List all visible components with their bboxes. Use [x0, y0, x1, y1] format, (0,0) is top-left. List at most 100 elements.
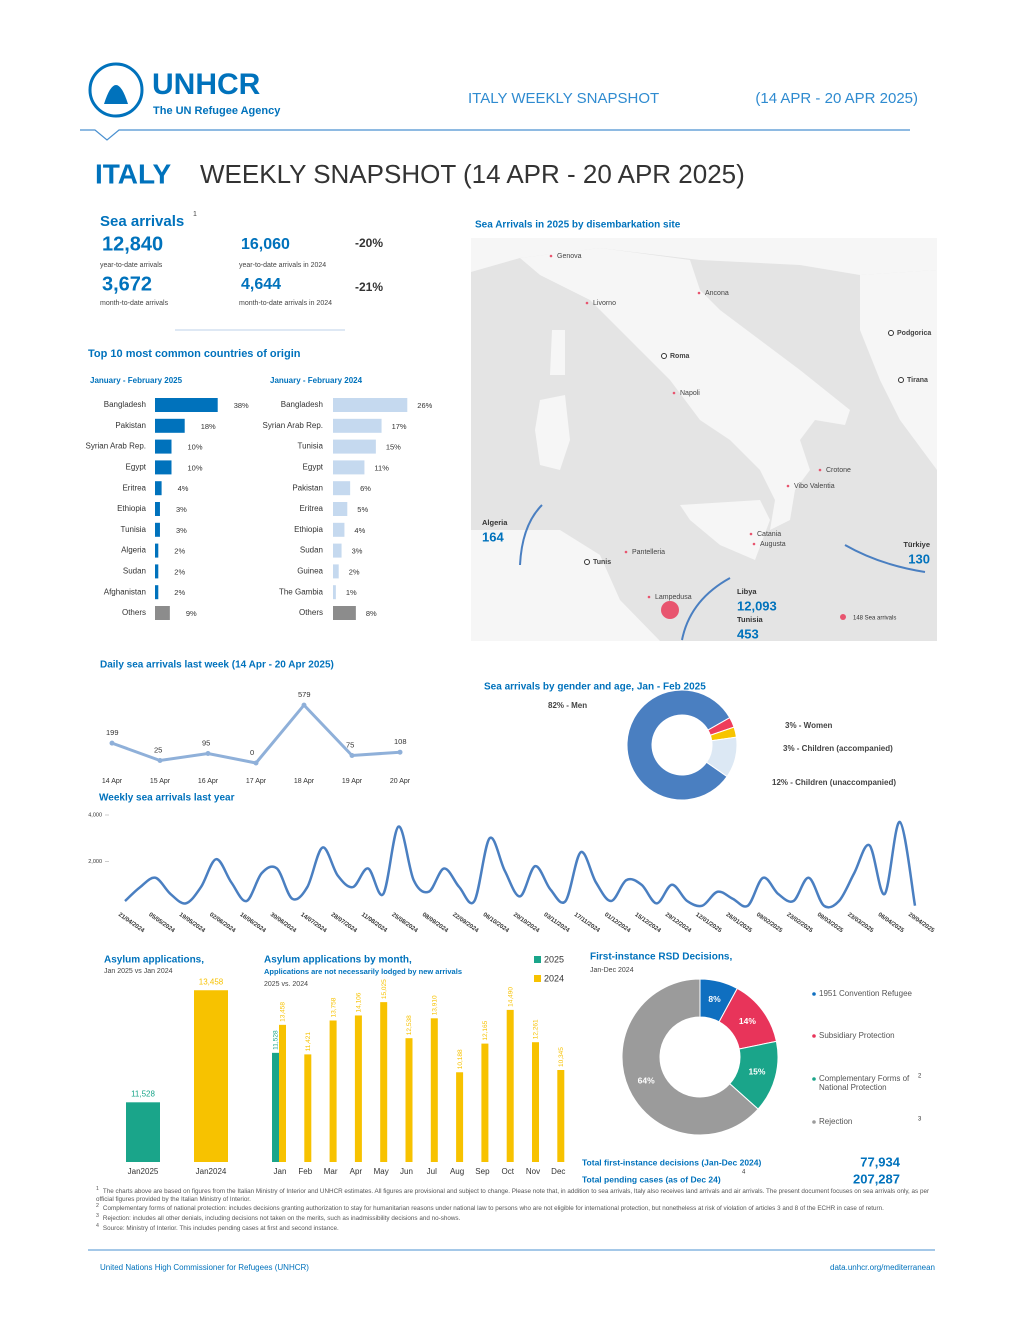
- land: [550, 330, 565, 375]
- value-label: 95: [202, 738, 210, 747]
- x-tick-label: 19 Apr: [342, 778, 363, 785]
- place-label: Catania: [757, 531, 781, 538]
- x-tick-label: 17 Apr: [246, 778, 267, 785]
- chart-title: January - February 2024: [270, 376, 363, 385]
- x-tick-label: Jan2025: [128, 1167, 159, 1176]
- section-title: First-instance RSD Decisions,: [590, 952, 732, 963]
- value-label: 2%: [349, 567, 360, 576]
- x-tick-label: 03/11/2024: [542, 912, 570, 934]
- place-label: Napoli: [680, 390, 700, 397]
- chart-title: January - February 2025: [90, 376, 183, 385]
- stat-change: -21%: [355, 280, 383, 294]
- slice: [705, 736, 738, 778]
- x-tick-label: 20/10/2024: [512, 912, 541, 935]
- value-label: 11,528: [131, 1089, 155, 1098]
- value-label: 15,025: [381, 979, 388, 999]
- land: [471, 530, 660, 641]
- stat-value: 4,644: [241, 276, 281, 293]
- bar-label: Afghanistan: [104, 587, 146, 596]
- origin-name: Libya: [737, 587, 757, 596]
- place-label: Tirana: [907, 377, 928, 384]
- slice: [626, 689, 731, 801]
- legend-swatch: [534, 975, 541, 982]
- origin-name: Tunisia: [737, 615, 764, 624]
- bar: [456, 1072, 464, 1162]
- logo: [88, 62, 144, 118]
- bar: [155, 418, 185, 433]
- bar: [329, 1020, 337, 1162]
- footnote: 3 Rejection: includes all other denials, …: [96, 1213, 936, 1223]
- footnote-number: 3: [96, 1212, 99, 1219]
- x-tick-label: Jan: [274, 1167, 287, 1176]
- section-title: Sea Arrivals in 2025 by disembarkation s…: [475, 220, 681, 231]
- footnote-number: 1: [96, 1186, 99, 1192]
- value-label: 3%: [352, 547, 363, 556]
- y-tick-label: 4,000: [88, 812, 102, 818]
- stat-change: -20%: [355, 236, 383, 250]
- x-tick-label: 05/05/2024: [147, 912, 176, 935]
- bar: [506, 1009, 514, 1162]
- origin-name: Algeria: [482, 518, 508, 527]
- value-label: 108: [394, 737, 407, 746]
- legend-dot: [840, 614, 846, 620]
- x-tick-label: 19/05/2024: [178, 912, 207, 935]
- value-label: 3%: [176, 505, 187, 514]
- section-title: Asylum applications by month,: [264, 955, 412, 966]
- bar-label: Tunisia: [298, 442, 324, 451]
- x-tick-label: 29/12/2024: [664, 912, 693, 935]
- place-label: Vibo Valentia: [794, 483, 835, 490]
- value-label: 9%: [186, 609, 197, 618]
- bar-label: Syrian Arab Rep.: [263, 421, 323, 430]
- stat-label: month-to-date arrivals in 2024: [239, 300, 332, 307]
- legend-label: Complementary Forms of National Protecti…: [819, 1074, 910, 1092]
- capital-marker: [898, 377, 904, 383]
- x-tick-label: May: [374, 1167, 389, 1176]
- x-tick-label: Oct: [501, 1167, 514, 1176]
- bar: [155, 606, 170, 620]
- place-label: Tunis: [593, 559, 611, 566]
- logo-emblem: [88, 62, 144, 118]
- value-label: 25: [154, 745, 162, 754]
- section-subtitle: Jan-Dec 2024: [590, 967, 634, 974]
- legend-swatch: [534, 956, 541, 963]
- bar-label: Egypt: [126, 463, 147, 472]
- footnote-text: The charts above are based on figures fr…: [96, 1188, 930, 1203]
- logo-tagline: The UN Refugee Agency: [153, 105, 281, 117]
- land: [520, 248, 850, 530]
- value-label: 13,458: [199, 977, 224, 986]
- footnote: 2 Complementary forms of national protect…: [96, 1203, 936, 1213]
- bar: [333, 564, 339, 579]
- site-marker: [585, 301, 589, 305]
- value-label: 11,421: [305, 1032, 312, 1052]
- x-tick-label: 12/01/2025: [694, 912, 723, 935]
- footnote-ref: 3: [918, 1117, 922, 1123]
- value-label: 4%: [354, 526, 365, 535]
- capital-marker: [888, 330, 894, 336]
- site-marker: [647, 595, 651, 599]
- point: [253, 760, 259, 766]
- footnote-number: 4: [96, 1222, 99, 1229]
- legend-dot: [812, 1120, 816, 1124]
- x-tick-label: 09/03/2025: [816, 912, 845, 935]
- footnotes: 1 The charts above are based on figures f…: [96, 1186, 936, 1232]
- x-tick-label: 21/04/2024: [117, 912, 146, 935]
- value-label: 199: [106, 728, 119, 737]
- route-arrow: [681, 577, 731, 641]
- site-marker: [624, 550, 628, 554]
- section-title: Weekly sea arrivals last year: [99, 793, 235, 804]
- x-tick-label: 16/06/2024: [238, 912, 267, 935]
- bar-label: Sudan: [300, 546, 323, 555]
- site-marker: [786, 484, 790, 488]
- bar: [333, 439, 376, 454]
- stat-label: month-to-date arrivals: [100, 300, 169, 307]
- bar-label: Ethiopia: [117, 504, 146, 513]
- value-label: 0: [250, 748, 254, 757]
- bar: [333, 398, 408, 412]
- legend-label: 1951 Convention Refugee: [819, 989, 912, 998]
- bar: [333, 585, 336, 600]
- section-subtitle: 2025 vs. 2024: [264, 981, 308, 988]
- x-tick-label: 30/06/2024: [269, 912, 298, 935]
- value-label: 10,345: [558, 1047, 565, 1067]
- bar-label: Others: [122, 608, 146, 617]
